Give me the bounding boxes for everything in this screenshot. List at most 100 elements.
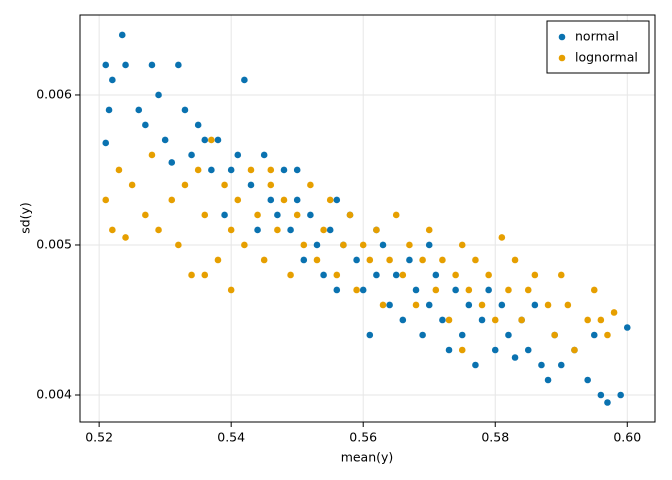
point [307,211,314,219]
point [247,181,255,189]
point [333,196,341,204]
point [142,121,149,129]
point [452,271,459,279]
y-tick-label: 0.006 [36,86,72,101]
point [485,286,492,294]
point [571,346,578,354]
point [142,211,149,219]
point [247,166,255,174]
point [531,301,539,309]
point [518,316,525,324]
point [227,286,235,294]
point [425,301,433,309]
point [445,346,453,354]
point [287,226,294,234]
point [267,181,275,189]
point [511,354,519,361]
point [452,286,459,294]
point [175,241,182,249]
point [105,106,113,114]
point [379,301,387,309]
point [241,241,248,249]
point [439,256,446,264]
y-tick-label: 0.005 [36,236,72,251]
point [432,271,440,279]
point [399,271,407,279]
point [425,241,433,249]
point [227,226,235,234]
point [412,286,420,294]
point [439,316,446,324]
point [551,331,558,339]
point [544,301,552,309]
point [188,151,195,159]
point [557,271,565,279]
point [478,301,486,309]
point [260,151,268,159]
point [505,331,512,339]
point [118,31,126,39]
point [194,166,202,174]
point [425,226,433,234]
point [274,211,281,219]
point [359,286,367,294]
point [221,211,228,219]
point [373,271,380,279]
point [333,286,341,294]
point [491,316,499,324]
point [445,316,453,324]
point [320,271,327,279]
x-tick-label: 0.58 [481,430,509,445]
point [491,346,499,354]
point [148,61,156,69]
point [254,211,261,219]
legend-label: normal [575,29,619,44]
point [465,301,473,309]
point [122,61,129,69]
point [472,361,479,369]
point [564,301,572,309]
point [458,346,466,354]
point [208,136,215,144]
point [511,256,519,264]
point [122,234,129,241]
point [399,316,407,324]
point [280,196,288,204]
point [293,196,301,204]
point [227,166,235,174]
point [604,399,611,406]
point [531,271,539,279]
point [148,151,156,159]
point [478,316,486,324]
point [155,226,162,234]
point [346,211,354,219]
point [432,286,440,294]
point [458,241,466,249]
point [538,361,545,369]
x-tick-label: 0.56 [349,430,377,445]
point [597,391,605,399]
point [326,226,334,234]
y-axis-label: sd(y) [18,202,33,234]
point [201,211,209,219]
point [610,309,618,316]
point [340,241,347,249]
point [135,106,143,114]
point [406,256,413,264]
point [419,256,426,264]
point [498,234,506,241]
point [214,256,222,264]
point [267,196,275,204]
point [155,91,162,99]
point [458,331,466,339]
point [419,331,426,339]
legend-marker [558,54,566,62]
point [373,226,380,234]
point [333,271,341,279]
point [524,286,532,294]
point [307,181,314,189]
point [584,376,591,384]
point [313,241,321,249]
point [386,301,393,309]
